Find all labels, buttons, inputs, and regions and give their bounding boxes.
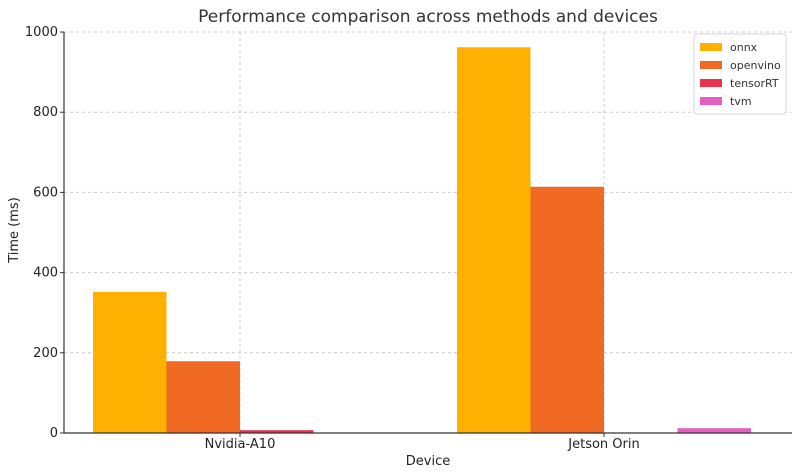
legend-swatch-tensorRT bbox=[700, 79, 722, 87]
chart-title: Performance comparison across methods an… bbox=[198, 7, 658, 27]
x-axis-title: Device bbox=[406, 454, 450, 469]
y-tick-label: 1000 bbox=[25, 25, 58, 40]
legend-swatch-onnx bbox=[700, 43, 722, 51]
legend-label-tvm: tvm bbox=[730, 95, 752, 108]
y-tick-label: 600 bbox=[33, 185, 58, 200]
legend-swatch-openvino bbox=[700, 61, 722, 69]
x-tick-label: Nvidia-A10 bbox=[205, 437, 276, 452]
y-tick-label: 800 bbox=[33, 105, 58, 120]
legend-label-tensorRT: tensorRT bbox=[730, 77, 779, 90]
legend-label-openvino: openvino bbox=[730, 59, 781, 72]
y-axis-title: Time (ms) bbox=[7, 197, 22, 264]
bar-tensorRT-nvidia-a10 bbox=[240, 430, 314, 433]
legend-label-onnx: onnx bbox=[730, 41, 758, 54]
bar-openvino-nvidia-a10 bbox=[166, 361, 240, 433]
bars bbox=[93, 47, 751, 433]
legend: onnx openvino tensorRT tvm bbox=[693, 33, 787, 115]
y-tick-label: 200 bbox=[33, 346, 58, 361]
bar-tvm-jetson-orin bbox=[677, 428, 751, 433]
legend-swatch-tvm bbox=[700, 97, 722, 105]
x-tick-label: Jetson Orin bbox=[567, 437, 639, 452]
axes: 0 200 400 600 800 1000 Nvidia-A10 Jetson Orin bbox=[25, 25, 792, 452]
legend-box bbox=[693, 33, 787, 115]
bar-openvino-jetson-orin bbox=[530, 186, 604, 433]
bar-onnx-jetson-orin bbox=[457, 47, 531, 433]
y-tick-label: 0 bbox=[50, 426, 58, 441]
y-tick-label: 400 bbox=[33, 266, 58, 281]
bar-onnx-nvidia-a10 bbox=[93, 291, 167, 433]
